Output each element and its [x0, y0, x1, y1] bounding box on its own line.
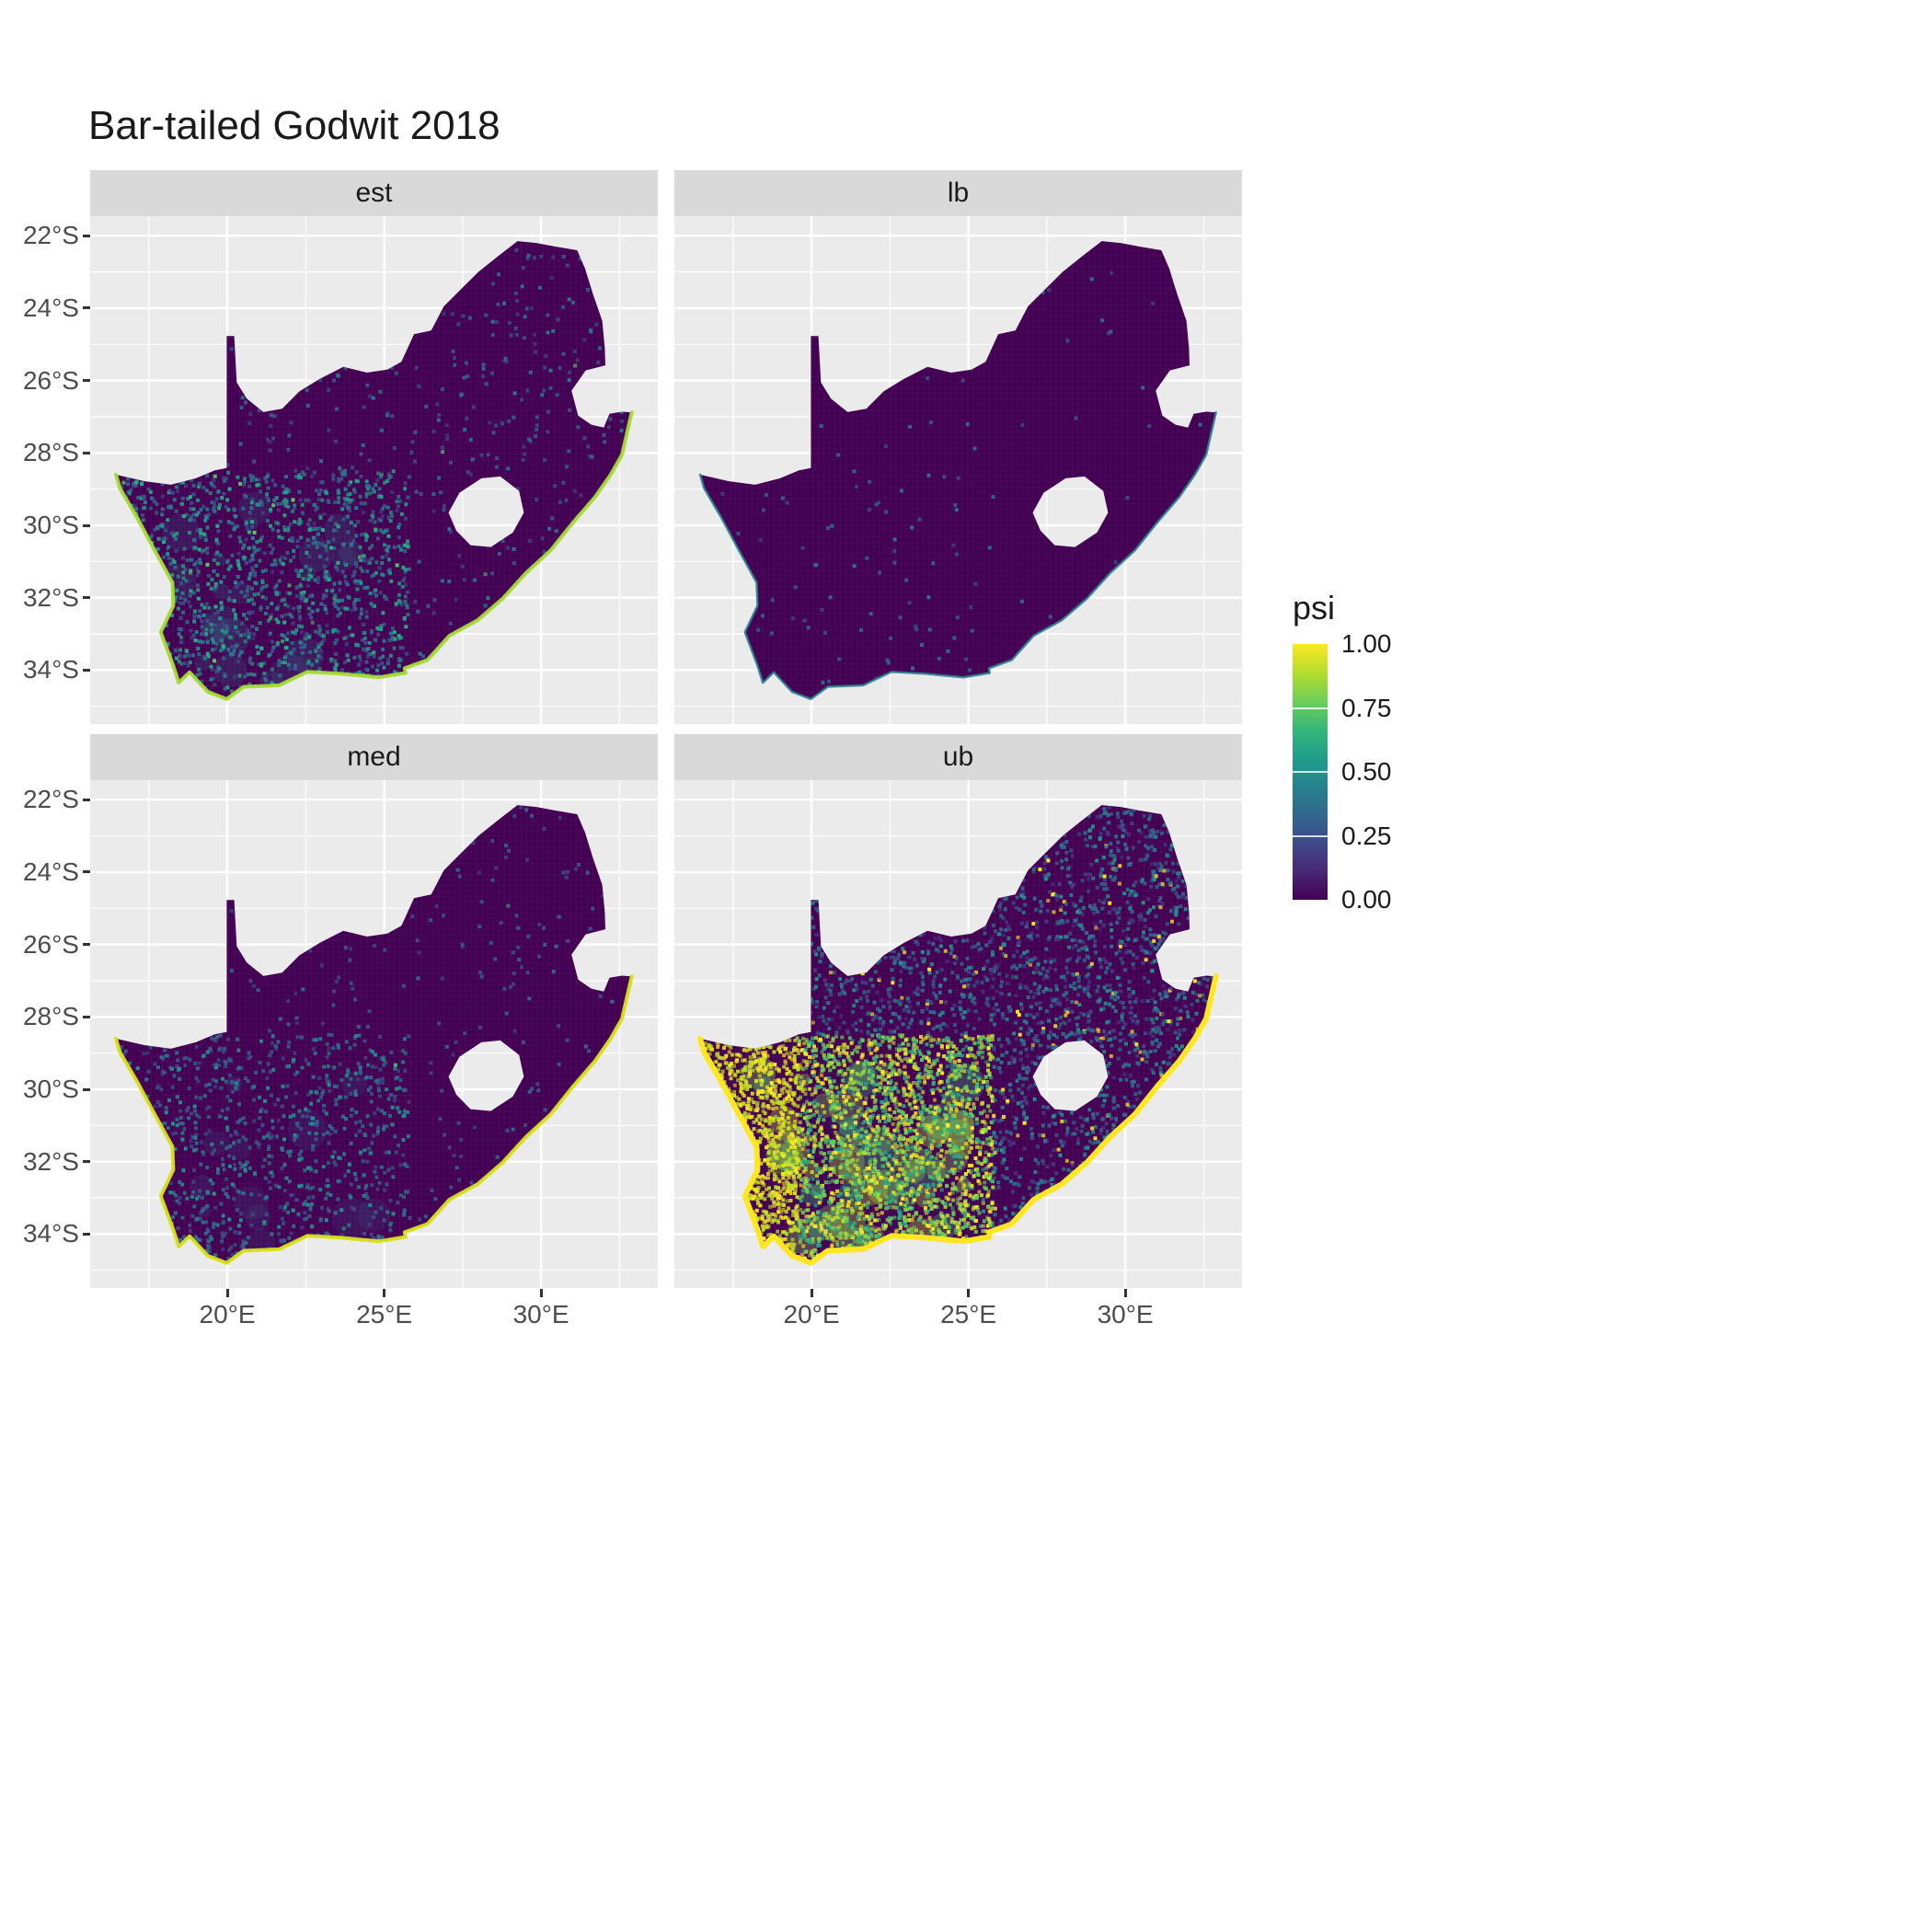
coast-highlight [114, 410, 634, 701]
y-axis-label: 26°S [22, 365, 79, 395]
x-axis-label: 20°E [199, 1300, 256, 1328]
y-axis-tick [83, 379, 90, 383]
legend-tick [1293, 707, 1328, 709]
x-axis-label: 25°E [356, 1300, 413, 1328]
y-axis-label: 28°S [22, 438, 79, 467]
y-axis-label: 28°S [22, 1002, 79, 1031]
y-axis-tick [83, 1232, 90, 1236]
y-axis-tick [83, 798, 90, 801]
x-axis-label: 30°E [512, 1300, 569, 1328]
y-axis-tick [83, 1160, 90, 1164]
y-axis-label: 26°S [22, 929, 79, 959]
facet-label: est [355, 178, 393, 208]
facet-panel-est [90, 216, 658, 724]
x-axis-tick [1123, 1289, 1127, 1297]
y-axis-label: 30°S [22, 1075, 79, 1103]
facet-label: med [347, 742, 401, 772]
y-axis-tick [83, 596, 90, 600]
facet-panel-med [90, 780, 658, 1288]
plot-title: Bar-tailed Godwit 2018 [88, 103, 500, 148]
y-axis-label: 34°S [22, 655, 79, 684]
y-axis-tick [83, 668, 90, 672]
legend-label: 0.00 [1341, 885, 1392, 914]
map-med [90, 780, 658, 1288]
y-axis-tick [83, 1087, 90, 1091]
facet-strip-est: est [90, 170, 658, 216]
coast-highlight [697, 973, 1219, 1266]
y-axis-label: 32°S [22, 1146, 79, 1176]
y-axis-label: 22°S [22, 785, 79, 814]
legend-label: 0.50 [1341, 757, 1392, 786]
y-axis-label: 22°S [22, 221, 79, 250]
facet-strip-lb: lb [674, 170, 1242, 216]
legend-colorbar [1293, 644, 1328, 900]
y-axis-label: 24°S [22, 293, 79, 322]
y-axis-label: 24°S [22, 857, 79, 886]
facet-label: ub [942, 742, 974, 772]
x-axis-tick [967, 1289, 971, 1297]
y-axis-tick [83, 943, 90, 947]
facet-strip-ub: ub [674, 734, 1242, 780]
map-lb [674, 216, 1242, 724]
facet-strip-med: med [90, 734, 658, 780]
legend-title: psi [1293, 589, 1336, 627]
x-axis-tick [539, 1289, 543, 1297]
legend-tick [1293, 834, 1328, 837]
x-axis-label: 30°E [1097, 1300, 1154, 1328]
x-axis-tick [383, 1289, 386, 1297]
x-axis-label: 25°E [940, 1300, 997, 1328]
y-axis-tick [83, 234, 90, 237]
coast-highlight [114, 974, 634, 1265]
y-axis-label: 32°S [22, 582, 79, 612]
map-est [90, 216, 658, 724]
legend-label: 0.75 [1341, 693, 1392, 722]
y-axis-label: 34°S [22, 1219, 79, 1248]
legend-label: 1.00 [1341, 629, 1392, 658]
facet-panel-lb [674, 216, 1242, 724]
y-axis-tick [83, 870, 90, 874]
map-ub [674, 780, 1242, 1288]
y-axis-tick [83, 523, 90, 527]
y-axis-tick [83, 1015, 90, 1018]
legend-label: 0.25 [1341, 821, 1392, 850]
x-axis-label: 20°E [783, 1300, 840, 1328]
legend-tick [1293, 771, 1328, 773]
x-axis-tick [225, 1289, 229, 1297]
x-axis-tick [810, 1289, 813, 1297]
coast-highlight [698, 410, 1217, 701]
y-axis-tick [83, 451, 90, 454]
y-axis-label: 30°S [22, 511, 79, 539]
facet-panel-ub [674, 780, 1242, 1288]
facet-label: lb [947, 178, 970, 208]
y-axis-tick [83, 306, 90, 310]
